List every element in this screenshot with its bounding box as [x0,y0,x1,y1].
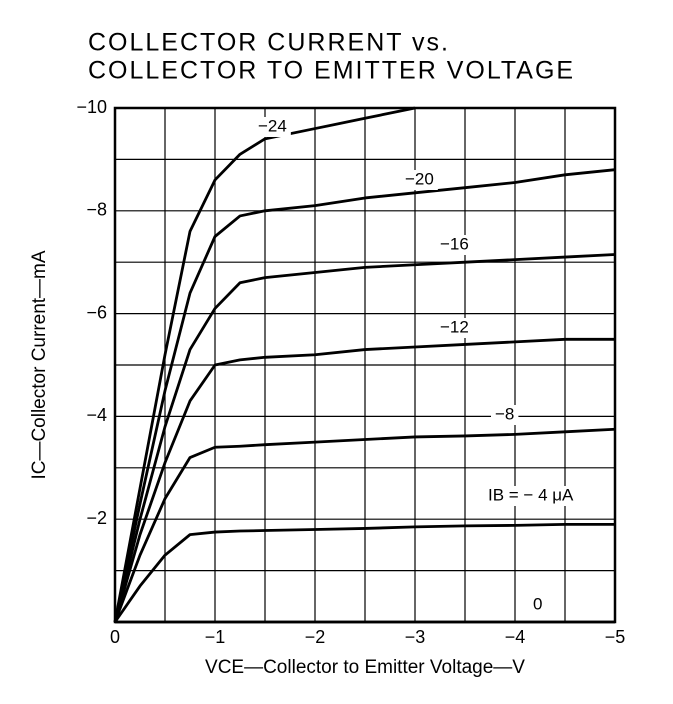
label-background [254,117,291,137]
curve [113,106,416,623]
x-tick-label: −4 [505,627,526,647]
curve-label: IB = − 4 μA [488,485,574,504]
label-background [436,318,473,338]
curve [113,337,615,623]
label-background [401,170,438,190]
x-tick-label: −2 [305,627,326,647]
x-tick-label: 0 [110,627,120,647]
y-tick-label: −2 [86,508,107,528]
curve [113,427,616,623]
x-tick-label: −1 [205,627,226,647]
y-axis-label: IC—Collector Current—mA [29,250,50,479]
label-background [436,235,473,255]
label-background [491,405,519,425]
curve [113,168,616,623]
curve [113,522,615,623]
label-background [484,486,579,506]
chart-title: COLLECTOR TO EMITTER VOLTAGE [88,57,575,85]
x-tick-label: −5 [605,627,626,647]
label-background [529,595,547,615]
y-tick-label: −10 [76,97,107,117]
y-tick-label: −6 [86,302,107,322]
curve-label: −12 [440,317,469,336]
curve [113,253,616,623]
curve-label: 0 [533,594,542,613]
y-tick-label: −4 [86,405,107,425]
x-tick-label: −3 [405,627,426,647]
curve-label: −8 [495,404,514,423]
y-tick-label: −8 [86,200,107,220]
x-axis-label: VCE—Collector to Emitter Voltage—V [205,657,525,678]
chart-title: COLLECTOR CURRENT vs. [88,29,450,57]
curve-label: −24 [258,116,287,135]
curve-label: −20 [405,169,434,188]
curve-label: −16 [440,234,469,253]
